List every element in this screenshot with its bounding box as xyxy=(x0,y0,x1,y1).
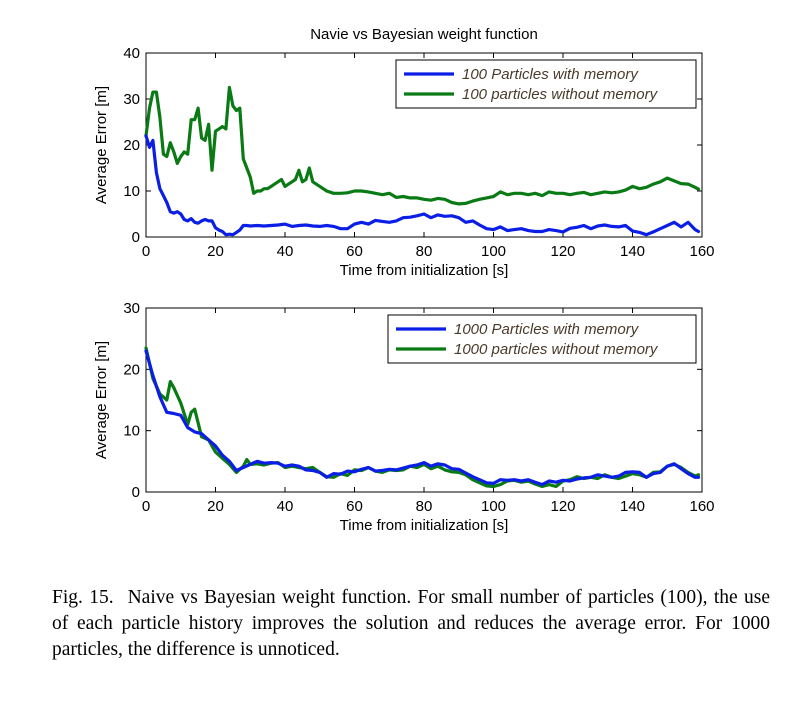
x-tick-label: 140 xyxy=(620,498,645,515)
legend-label-2: 1000 particles without memory xyxy=(454,341,659,358)
x-tick-label: 20 xyxy=(207,243,224,260)
figure-caption-label: Fig. 15. xyxy=(52,587,114,608)
y-axis-label: Average Error [m] xyxy=(93,86,110,204)
series-line-2 xyxy=(144,346,701,489)
series-line-2 xyxy=(144,85,701,206)
x-tick-label: 80 xyxy=(416,498,433,515)
legend-label-2: 100 particles without memory xyxy=(462,86,659,103)
y-tick-label: 20 xyxy=(123,361,140,378)
y-axis-label: Average Error [m] xyxy=(93,341,110,459)
legend-label-1: 100 Particles with memory xyxy=(462,66,639,83)
x-tick-label: 160 xyxy=(689,498,714,515)
y-tick-label: 10 xyxy=(123,423,140,440)
y-tick-label: 0 xyxy=(132,229,140,246)
legend-label-1: 1000 Particles with memory xyxy=(454,321,640,338)
x-tick-label: 100 xyxy=(481,498,506,515)
y-tick-label: 10 xyxy=(123,183,140,200)
x-tick-label: 20 xyxy=(207,498,224,515)
y-tick-label: 40 xyxy=(123,45,140,62)
x-tick-label: 140 xyxy=(620,243,645,260)
y-tick-label: 30 xyxy=(123,91,140,108)
chart-1: Navie vs Bayesian weight function 0 20 40 60… xyxy=(93,26,715,279)
x-axis-label: Time from initialization [s] xyxy=(340,517,509,534)
legend-box xyxy=(387,314,697,364)
figure-caption: Fig. 15. Naive vs Bayesian weight functio… xyxy=(52,585,770,663)
x-tick-label: 40 xyxy=(277,243,294,260)
chart-2: 0 20 40 60 80 100 120 140 160 0 10 20 30 Time from in… xyxy=(93,300,715,534)
y-tick-label: 20 xyxy=(123,137,140,154)
x-tick-label: 100 xyxy=(481,243,506,260)
x-axis-label: Time from initialization [s] xyxy=(340,262,509,279)
x-tick-label: 120 xyxy=(550,243,575,260)
y-tick-label: 0 xyxy=(132,484,140,501)
legend-box xyxy=(395,59,697,109)
figure: Navie vs Bayesian weight function 0 20 40 60… xyxy=(93,26,715,534)
series-line-1 xyxy=(144,134,701,237)
chart-title: Navie vs Bayesian weight function xyxy=(310,26,538,43)
y-tick-label: 30 xyxy=(123,300,140,317)
x-tick-label: 120 xyxy=(550,498,575,515)
x-tick-label: 0 xyxy=(142,243,150,260)
x-tick-label: 0 xyxy=(142,498,150,515)
figure-caption-text: Naive vs Bayesian weight function. For s… xyxy=(52,587,770,660)
x-tick-label: 80 xyxy=(416,243,433,260)
x-tick-label: 40 xyxy=(277,498,294,515)
x-tick-label: 60 xyxy=(346,243,363,260)
series-line-1 xyxy=(144,349,701,487)
x-tick-label: 160 xyxy=(689,243,714,260)
x-tick-label: 60 xyxy=(346,498,363,515)
